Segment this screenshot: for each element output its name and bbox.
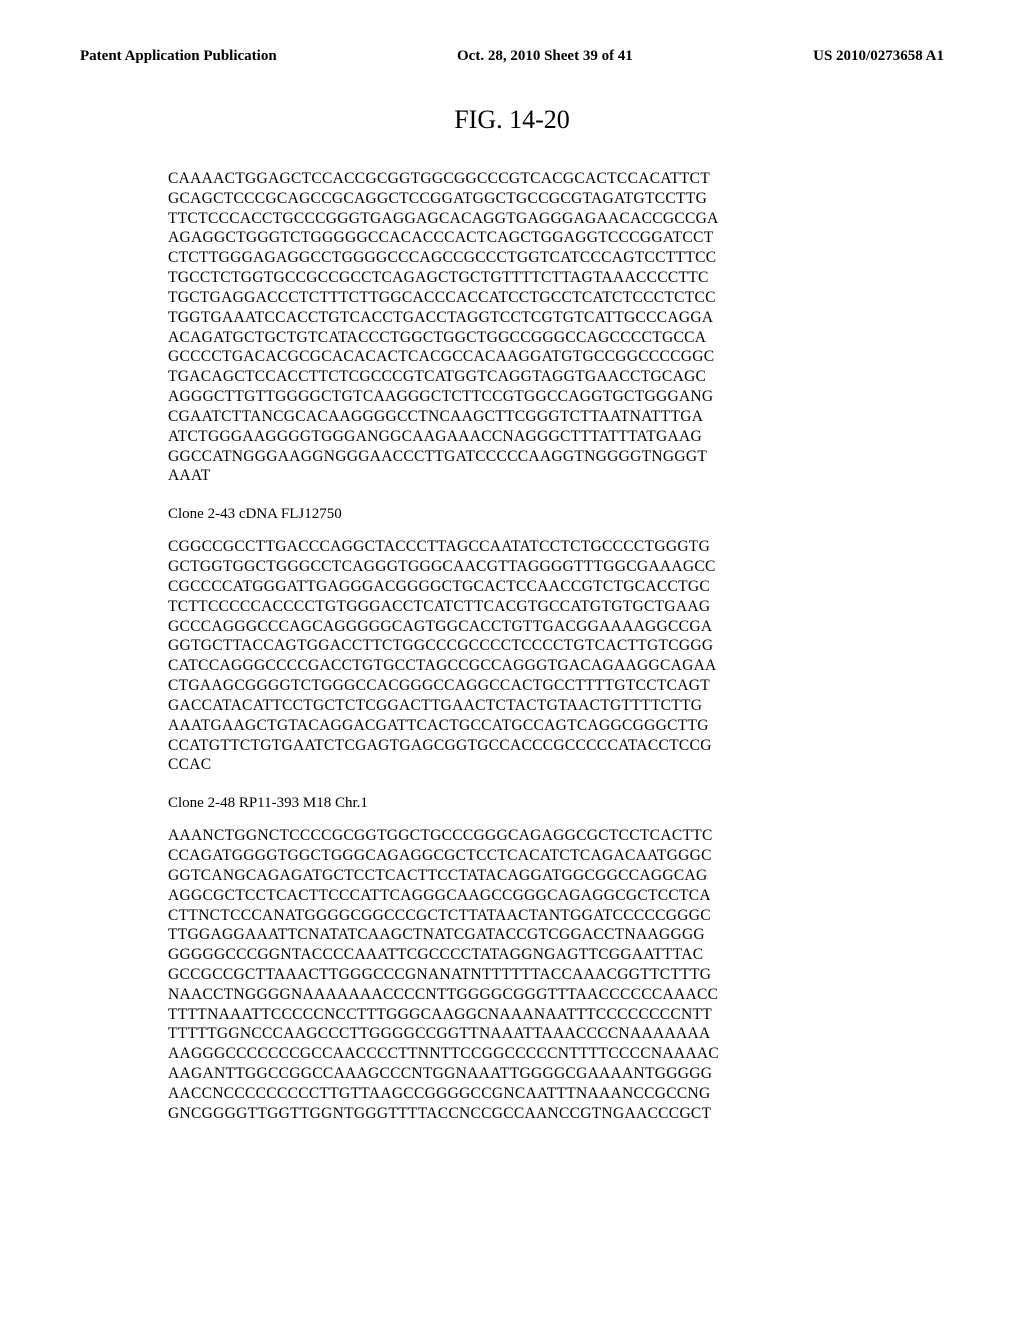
header-right: US 2010/0273658 A1 (813, 48, 944, 65)
page-header: Patent Application Publication Oct. 28, … (80, 48, 944, 65)
clone-label-1: Clone 2-43 cDNA FLJ12750 (168, 506, 944, 523)
figure-title: FIG. 14-20 (80, 105, 944, 135)
sequence-block-2: CGGCCGCCTTGACCCAGGCTACCCTTAGCCAATATCCTCT… (168, 537, 904, 775)
clone-label-2: Clone 2-48 RP11-393 M18 Chr.1 (168, 795, 944, 812)
header-left: Patent Application Publication (80, 48, 277, 65)
sequence-block-3: AAANCTGGNCTCCCCGCGGTGGCTGCCCGGGCAGAGGCGC… (168, 826, 904, 1123)
header-middle: Oct. 28, 2010 Sheet 39 of 41 (457, 48, 633, 65)
sequence-block-1: CAAAACTGGAGCTCCACCGCGGTGGCGGCCCGTCACGCAC… (168, 169, 904, 486)
